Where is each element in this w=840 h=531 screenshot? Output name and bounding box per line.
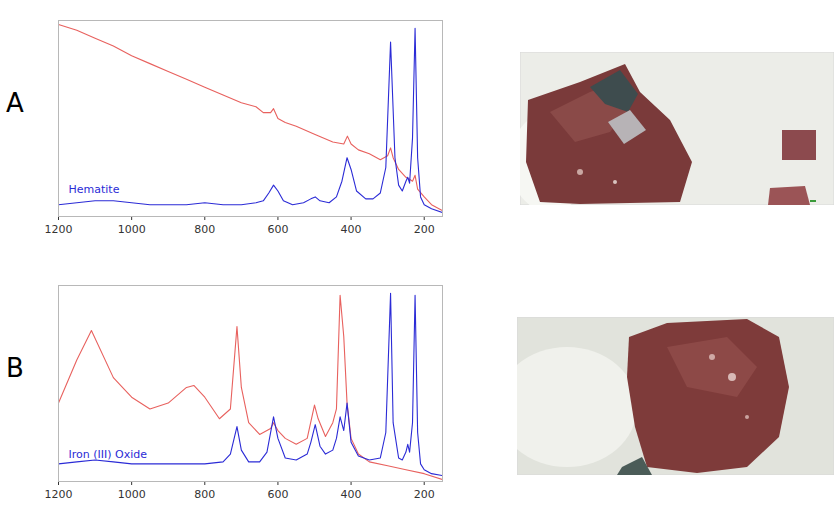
svg-text:1000: 1000 [118, 488, 146, 501]
svg-text:Hematite: Hematite [69, 183, 120, 196]
svg-text:1200: 1200 [45, 223, 73, 236]
svg-text:600: 600 [267, 223, 288, 236]
svg-text:400: 400 [341, 488, 362, 501]
svg-text:200: 200 [414, 223, 435, 236]
svg-text:1200: 1200 [45, 488, 73, 501]
svg-text:1000: 1000 [118, 223, 146, 236]
html-text:B: B [6, 353, 24, 383]
svg-text:400: 400 [341, 223, 362, 236]
svg-text:800: 800 [194, 488, 215, 501]
svg-text:Iron (III) Oxide: Iron (III) Oxide [69, 448, 148, 461]
html-text:A: A [6, 88, 24, 118]
svg-text:200: 200 [414, 488, 435, 501]
svg-text:800: 800 [194, 223, 215, 236]
svg-text:600: 600 [267, 488, 288, 501]
